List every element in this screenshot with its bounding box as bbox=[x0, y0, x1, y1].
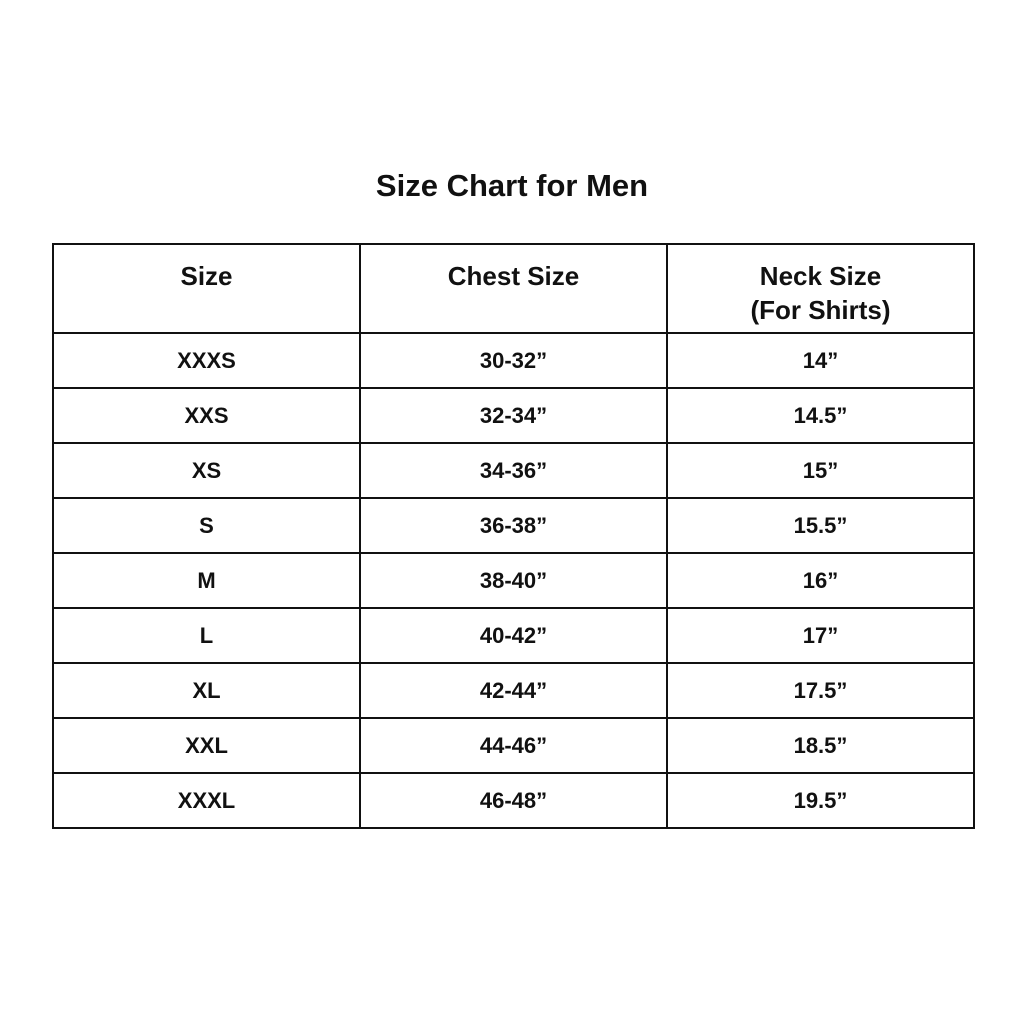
neck-size-cell: 19.5” bbox=[666, 772, 975, 829]
table-row: XL 42-44” 17.5” bbox=[52, 662, 975, 719]
table-row: XS 34-36” 15” bbox=[52, 442, 975, 499]
size-cell: S bbox=[52, 497, 361, 554]
size-cell: XL bbox=[52, 662, 361, 719]
table-body: XXXS 30-32” 14” XXS 32-34” 14.5” XS 34-36” 15” S 3… bbox=[52, 332, 975, 829]
page-title: Size Chart for Men bbox=[375, 168, 649, 203]
table-row: XXL 44-46” 18.5” bbox=[52, 717, 975, 774]
header-chest-size: Chest Size bbox=[359, 243, 668, 334]
neck-size-cell: 16” bbox=[666, 552, 975, 609]
header-neck-size-label: Neck Size bbox=[759, 261, 882, 291]
chest-size-cell: 30-32” bbox=[359, 332, 668, 389]
chest-size-cell: 42-44” bbox=[359, 662, 668, 719]
neck-size-cell: 15.5” bbox=[666, 497, 975, 554]
chest-size-cell: 44-46” bbox=[359, 717, 668, 774]
table-row: XXXS 30-32” 14” bbox=[52, 332, 975, 389]
table-row: L 40-42” 17” bbox=[52, 607, 975, 664]
neck-size-cell: 14.5” bbox=[666, 387, 975, 444]
table-row: S 36-38” 15.5” bbox=[52, 497, 975, 554]
header-neck-size: Neck Size (For Shirts) bbox=[666, 243, 975, 334]
size-cell: XS bbox=[52, 442, 361, 499]
chest-size-cell: 36-38” bbox=[359, 497, 668, 554]
chest-size-cell: 38-40” bbox=[359, 552, 668, 609]
table-row: XXS 32-34” 14.5” bbox=[52, 387, 975, 444]
chest-size-cell: 34-36” bbox=[359, 442, 668, 499]
size-cell: M bbox=[52, 552, 361, 609]
neck-size-cell: 15” bbox=[666, 442, 975, 499]
neck-size-cell: 14” bbox=[666, 332, 975, 389]
size-chart-table: Size Chest Size Neck Size (For Shirts) XX… bbox=[52, 243, 975, 829]
size-cell: XXXS bbox=[52, 332, 361, 389]
chest-size-cell: 32-34” bbox=[359, 387, 668, 444]
table-row: XXXL 46-48” 19.5” bbox=[52, 772, 975, 829]
chest-size-cell: 46-48” bbox=[359, 772, 668, 829]
neck-size-cell: 17.5” bbox=[666, 662, 975, 719]
header-size: Size bbox=[52, 243, 361, 334]
neck-size-cell: 17” bbox=[666, 607, 975, 664]
size-cell: XXL bbox=[52, 717, 361, 774]
size-cell: XXS bbox=[52, 387, 361, 444]
chest-size-cell: 40-42” bbox=[359, 607, 668, 664]
neck-size-cell: 18.5” bbox=[666, 717, 975, 774]
table-row: M 38-40” 16” bbox=[52, 552, 975, 609]
header-neck-size-note: (For Shirts) bbox=[750, 295, 891, 325]
size-cell: XXXL bbox=[52, 772, 361, 829]
header-row: Size Chest Size Neck Size (For Shirts) bbox=[52, 243, 975, 334]
size-cell: L bbox=[52, 607, 361, 664]
